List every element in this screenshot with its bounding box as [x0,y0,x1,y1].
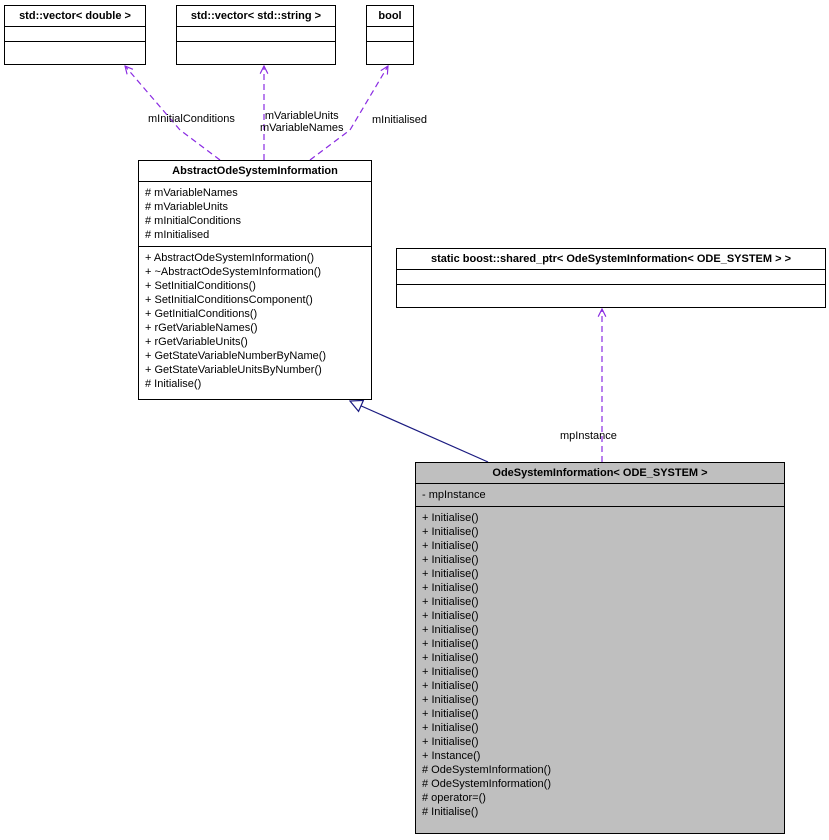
member-row: + Initialise() [422,651,778,665]
member-row: + SetInitialConditions() [145,279,365,293]
class-title: std::vector< std::string > [177,6,335,27]
edge-label-initialised: mInitialised [372,114,427,126]
attributes-section [367,27,413,42]
member-row: + SetInitialConditionsComponent() [145,293,365,307]
member-row: + Initialise() [422,539,778,553]
member-row: + Initialise() [422,665,778,679]
class-title: static boost::shared_ptr< OdeSystemInfor… [397,249,825,270]
member-row: + GetStateVariableNumberByName() [145,349,365,363]
member-row: + Initialise() [422,609,778,623]
class-abstract-ode-system-information[interactable]: AbstractOdeSystemInformation # mVariable… [138,160,372,400]
edge-e-inherit [350,401,488,462]
member-row: + GetInitialConditions() [145,307,365,321]
member-row: + Initialise() [422,595,778,609]
member-row: + Initialise() [422,735,778,749]
methods-section: + AbstractOdeSystemInformation()+ ~Abstr… [139,247,371,395]
member-row: + Instance() [422,749,778,763]
member-row: + Initialise() [422,623,778,637]
attributes-section: # mVariableNames# mVariableUnits# mIniti… [139,182,371,247]
class-title: OdeSystemInformation< ODE_SYSTEM > [416,463,784,484]
member-row: + Initialise() [422,637,778,651]
member-row: # OdeSystemInformation() [422,777,778,791]
member-row: + Initialise() [422,567,778,581]
member-row: + ~AbstractOdeSystemInformation() [145,265,365,279]
edge-label-variable-units-names: mVariableUnits mVariableNames [260,110,344,134]
edge-label-mpinstance: mpInstance [560,430,617,442]
member-row: # mVariableUnits [145,200,365,214]
attributes-section [397,270,825,285]
class-bool[interactable]: bool [366,5,414,65]
attributes-section [5,27,145,42]
member-row: + Initialise() [422,553,778,567]
edge-label-initial-conditions: mInitialConditions [148,113,235,125]
class-vector-double[interactable]: std::vector< double > [4,5,146,65]
methods-section [367,42,413,56]
member-row: # mInitialised [145,228,365,242]
member-row: # Initialise() [145,377,365,391]
member-row: + Initialise() [422,693,778,707]
member-row: # OdeSystemInformation() [422,763,778,777]
member-row: + rGetVariableUnits() [145,335,365,349]
member-row: + AbstractOdeSystemInformation() [145,251,365,265]
member-row: - mpInstance [422,488,778,502]
methods-section [5,42,145,56]
member-row: + Initialise() [422,525,778,539]
member-row: + GetStateVariableUnitsByNumber() [145,363,365,377]
class-ode-system-information[interactable]: OdeSystemInformation< ODE_SYSTEM > - mpI… [415,462,785,834]
member-row: # mInitialConditions [145,214,365,228]
attributes-section [177,27,335,42]
member-row: # Initialise() [422,805,778,819]
methods-section [397,285,825,299]
attributes-section: - mpInstance [416,484,784,507]
edge-label-line: mVariableNames [260,122,344,134]
methods-section: + Initialise()+ Initialise()+ Initialise… [416,507,784,823]
member-row: + Initialise() [422,581,778,595]
class-title: AbstractOdeSystemInformation [139,161,371,182]
class-title: std::vector< double > [5,6,145,27]
member-row: # mVariableNames [145,186,365,200]
member-row: + Initialise() [422,707,778,721]
member-row: + rGetVariableNames() [145,321,365,335]
class-vector-string[interactable]: std::vector< std::string > [176,5,336,65]
member-row: # operator=() [422,791,778,805]
member-row: + Initialise() [422,511,778,525]
methods-section [177,42,335,56]
class-title: bool [367,6,413,27]
class-shared-ptr[interactable]: static boost::shared_ptr< OdeSystemInfor… [396,248,826,308]
member-row: + Initialise() [422,721,778,735]
member-row: + Initialise() [422,679,778,693]
edge-label-line: mVariableUnits [265,110,339,122]
